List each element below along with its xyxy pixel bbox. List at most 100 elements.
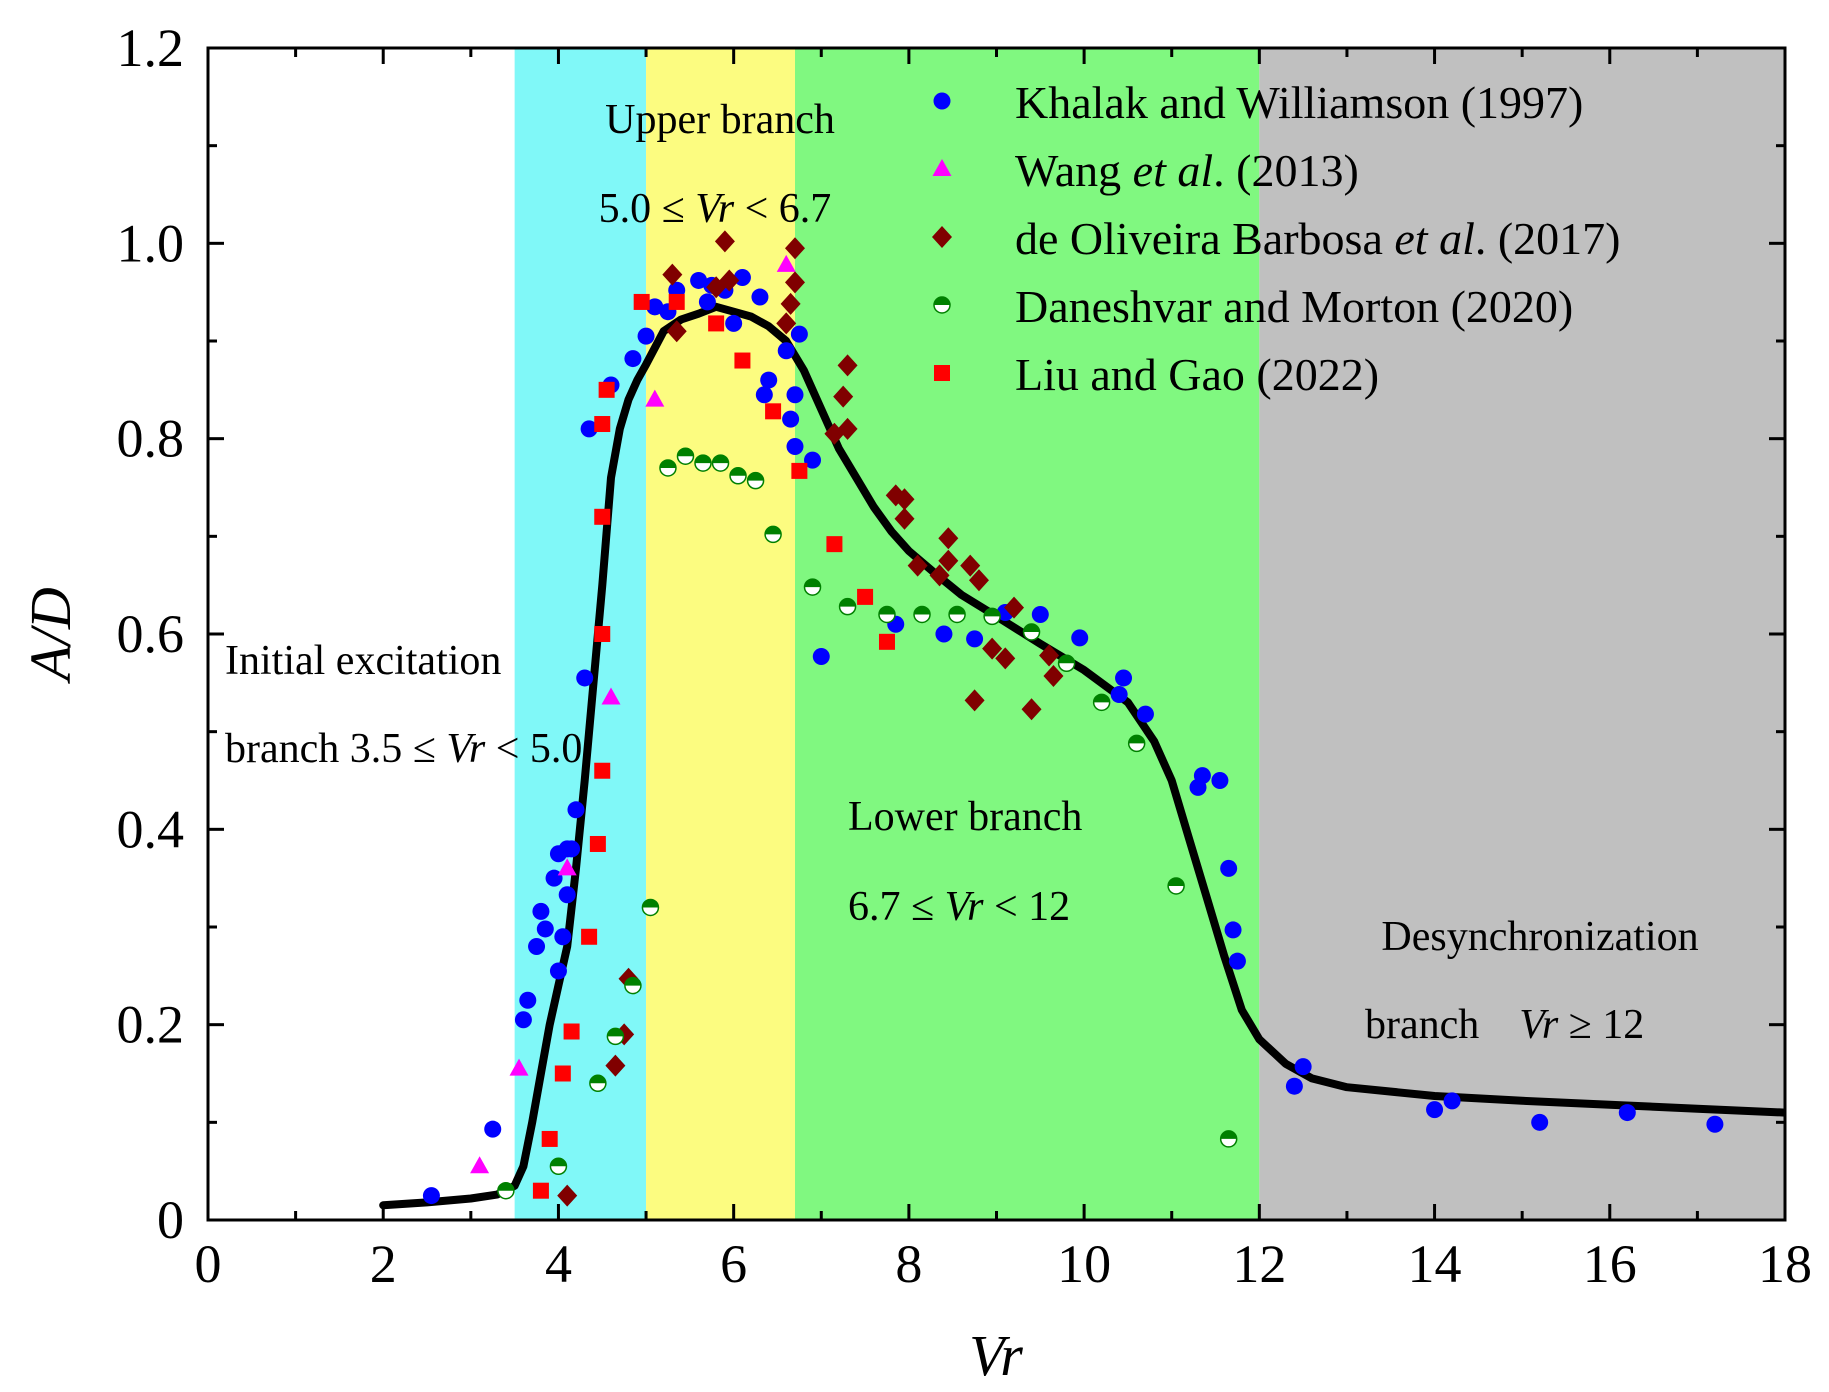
point-kw (690, 271, 708, 289)
point-kw (812, 647, 830, 665)
point-kw (624, 350, 642, 368)
point-dob (968, 569, 989, 592)
point-wang (470, 1156, 490, 1174)
point-lg (734, 352, 751, 369)
point-dm (694, 454, 712, 472)
point-kw (567, 801, 585, 819)
point-kw (637, 327, 655, 345)
point-kw (751, 288, 769, 306)
point-kw (786, 437, 804, 455)
point-dob (1043, 664, 1064, 687)
legend-label-kw: Khalak and Williamson (1997) (1015, 77, 1583, 128)
y-tick-label: 0 (157, 1190, 184, 1250)
point-lg (878, 633, 895, 650)
point-lg (594, 626, 611, 642)
point-lg (857, 588, 874, 605)
legend-label-lg: Liu and Gao (2022) (1015, 349, 1379, 400)
point-lg (594, 508, 611, 525)
point-kw (760, 371, 778, 389)
point-dm (549, 1157, 568, 1176)
annotation-lower-line1: Lower branch (848, 794, 1082, 840)
point-dob (557, 1184, 578, 1207)
point-dob (995, 647, 1016, 670)
point-dob (605, 1054, 626, 1077)
legend-label-dm: Daneshvar and Morton (2020) (1015, 281, 1573, 332)
point-kw (1115, 669, 1133, 687)
point-kw (804, 451, 822, 469)
point-lg (791, 462, 808, 479)
point-kw (786, 386, 804, 404)
point-dob (784, 271, 805, 294)
legend-entry-kw: Khalak and Williamson (1997) (933, 77, 1583, 128)
series-kw (422, 269, 1724, 1205)
point-dob (964, 689, 985, 712)
legend-entry-dm: Daneshvar and Morton (2020) (933, 281, 1573, 332)
point-lg (554, 1065, 571, 1082)
point-kw (1285, 1077, 1303, 1095)
annotation-upper-line1: Upper branch (605, 97, 835, 143)
point-kw (580, 420, 598, 438)
point-dm (1057, 654, 1076, 673)
point-dob (894, 488, 915, 511)
y-axis-title: A/D (18, 587, 83, 685)
point-kw (545, 869, 563, 887)
x-tick-label: 16 (1583, 1234, 1637, 1294)
point-kw (1294, 1058, 1312, 1076)
annotation-desync-line1: Desynchronization (1381, 914, 1698, 960)
series-wang (470, 254, 796, 1174)
point-lg (563, 1023, 580, 1040)
point-dm (948, 605, 966, 624)
point-dm (983, 607, 1001, 626)
point-dm (913, 605, 931, 624)
y-tick-labels: 0 0.2 0.4 0.6 0.8 1.0 1.2 (117, 18, 185, 1250)
point-kw (1224, 921, 1242, 939)
point-kw (1443, 1092, 1461, 1110)
point-lg (598, 381, 615, 398)
point-kw (698, 293, 716, 311)
point-dm (764, 525, 782, 544)
legend-entry-wang: Wang et al. (2013) (932, 145, 1359, 196)
point-kw (1426, 1101, 1444, 1119)
point-kw (646, 298, 664, 316)
point-dm (1022, 623, 1041, 641)
y-tick-label: 0.2 (117, 995, 185, 1055)
point-dm (676, 447, 695, 465)
point-dob (662, 263, 683, 286)
point-wang (557, 858, 577, 876)
point-kw (1706, 1115, 1724, 1133)
point-dob (938, 527, 959, 550)
point-dob (929, 564, 950, 587)
point-dob (1039, 644, 1060, 667)
point-kw (1618, 1104, 1636, 1122)
branch-regions (514, 48, 1785, 1220)
point-dm (746, 471, 765, 490)
point-kw (966, 630, 984, 648)
point-lg (589, 835, 606, 852)
x-tick-label: 8 (895, 1234, 922, 1294)
legend-marker-wang (932, 159, 952, 176)
point-dob (714, 230, 735, 253)
point-dob (837, 417, 858, 440)
point-dm (1127, 734, 1146, 753)
point-kw (536, 920, 554, 938)
point-kw (755, 386, 773, 404)
point-kw (484, 1120, 502, 1138)
point-dob (907, 554, 928, 577)
x-tick-label: 4 (545, 1234, 572, 1294)
annotations: Initial excitation branch 3.5 ≤ Vr < 5.0… (225, 97, 1699, 1048)
point-dm (711, 454, 730, 472)
point-dob (666, 320, 687, 343)
point-lg (765, 403, 782, 420)
point-dob (780, 292, 801, 315)
point-kw (422, 1187, 440, 1205)
point-wang (601, 687, 621, 705)
annotation-lower-line2: 6.7 ≤ Vr < 12 (848, 884, 1070, 930)
x-tick-label: 14 (1408, 1234, 1462, 1294)
x-axis-title: Vr (969, 1323, 1023, 1388)
point-dob (1004, 596, 1025, 619)
legend-label-wang: Wang et al. (2013) (1015, 145, 1359, 196)
point-kw (733, 269, 751, 287)
point-dob (837, 354, 858, 377)
y-tick-label: 1.0 (117, 213, 185, 273)
point-lg (594, 762, 611, 779)
